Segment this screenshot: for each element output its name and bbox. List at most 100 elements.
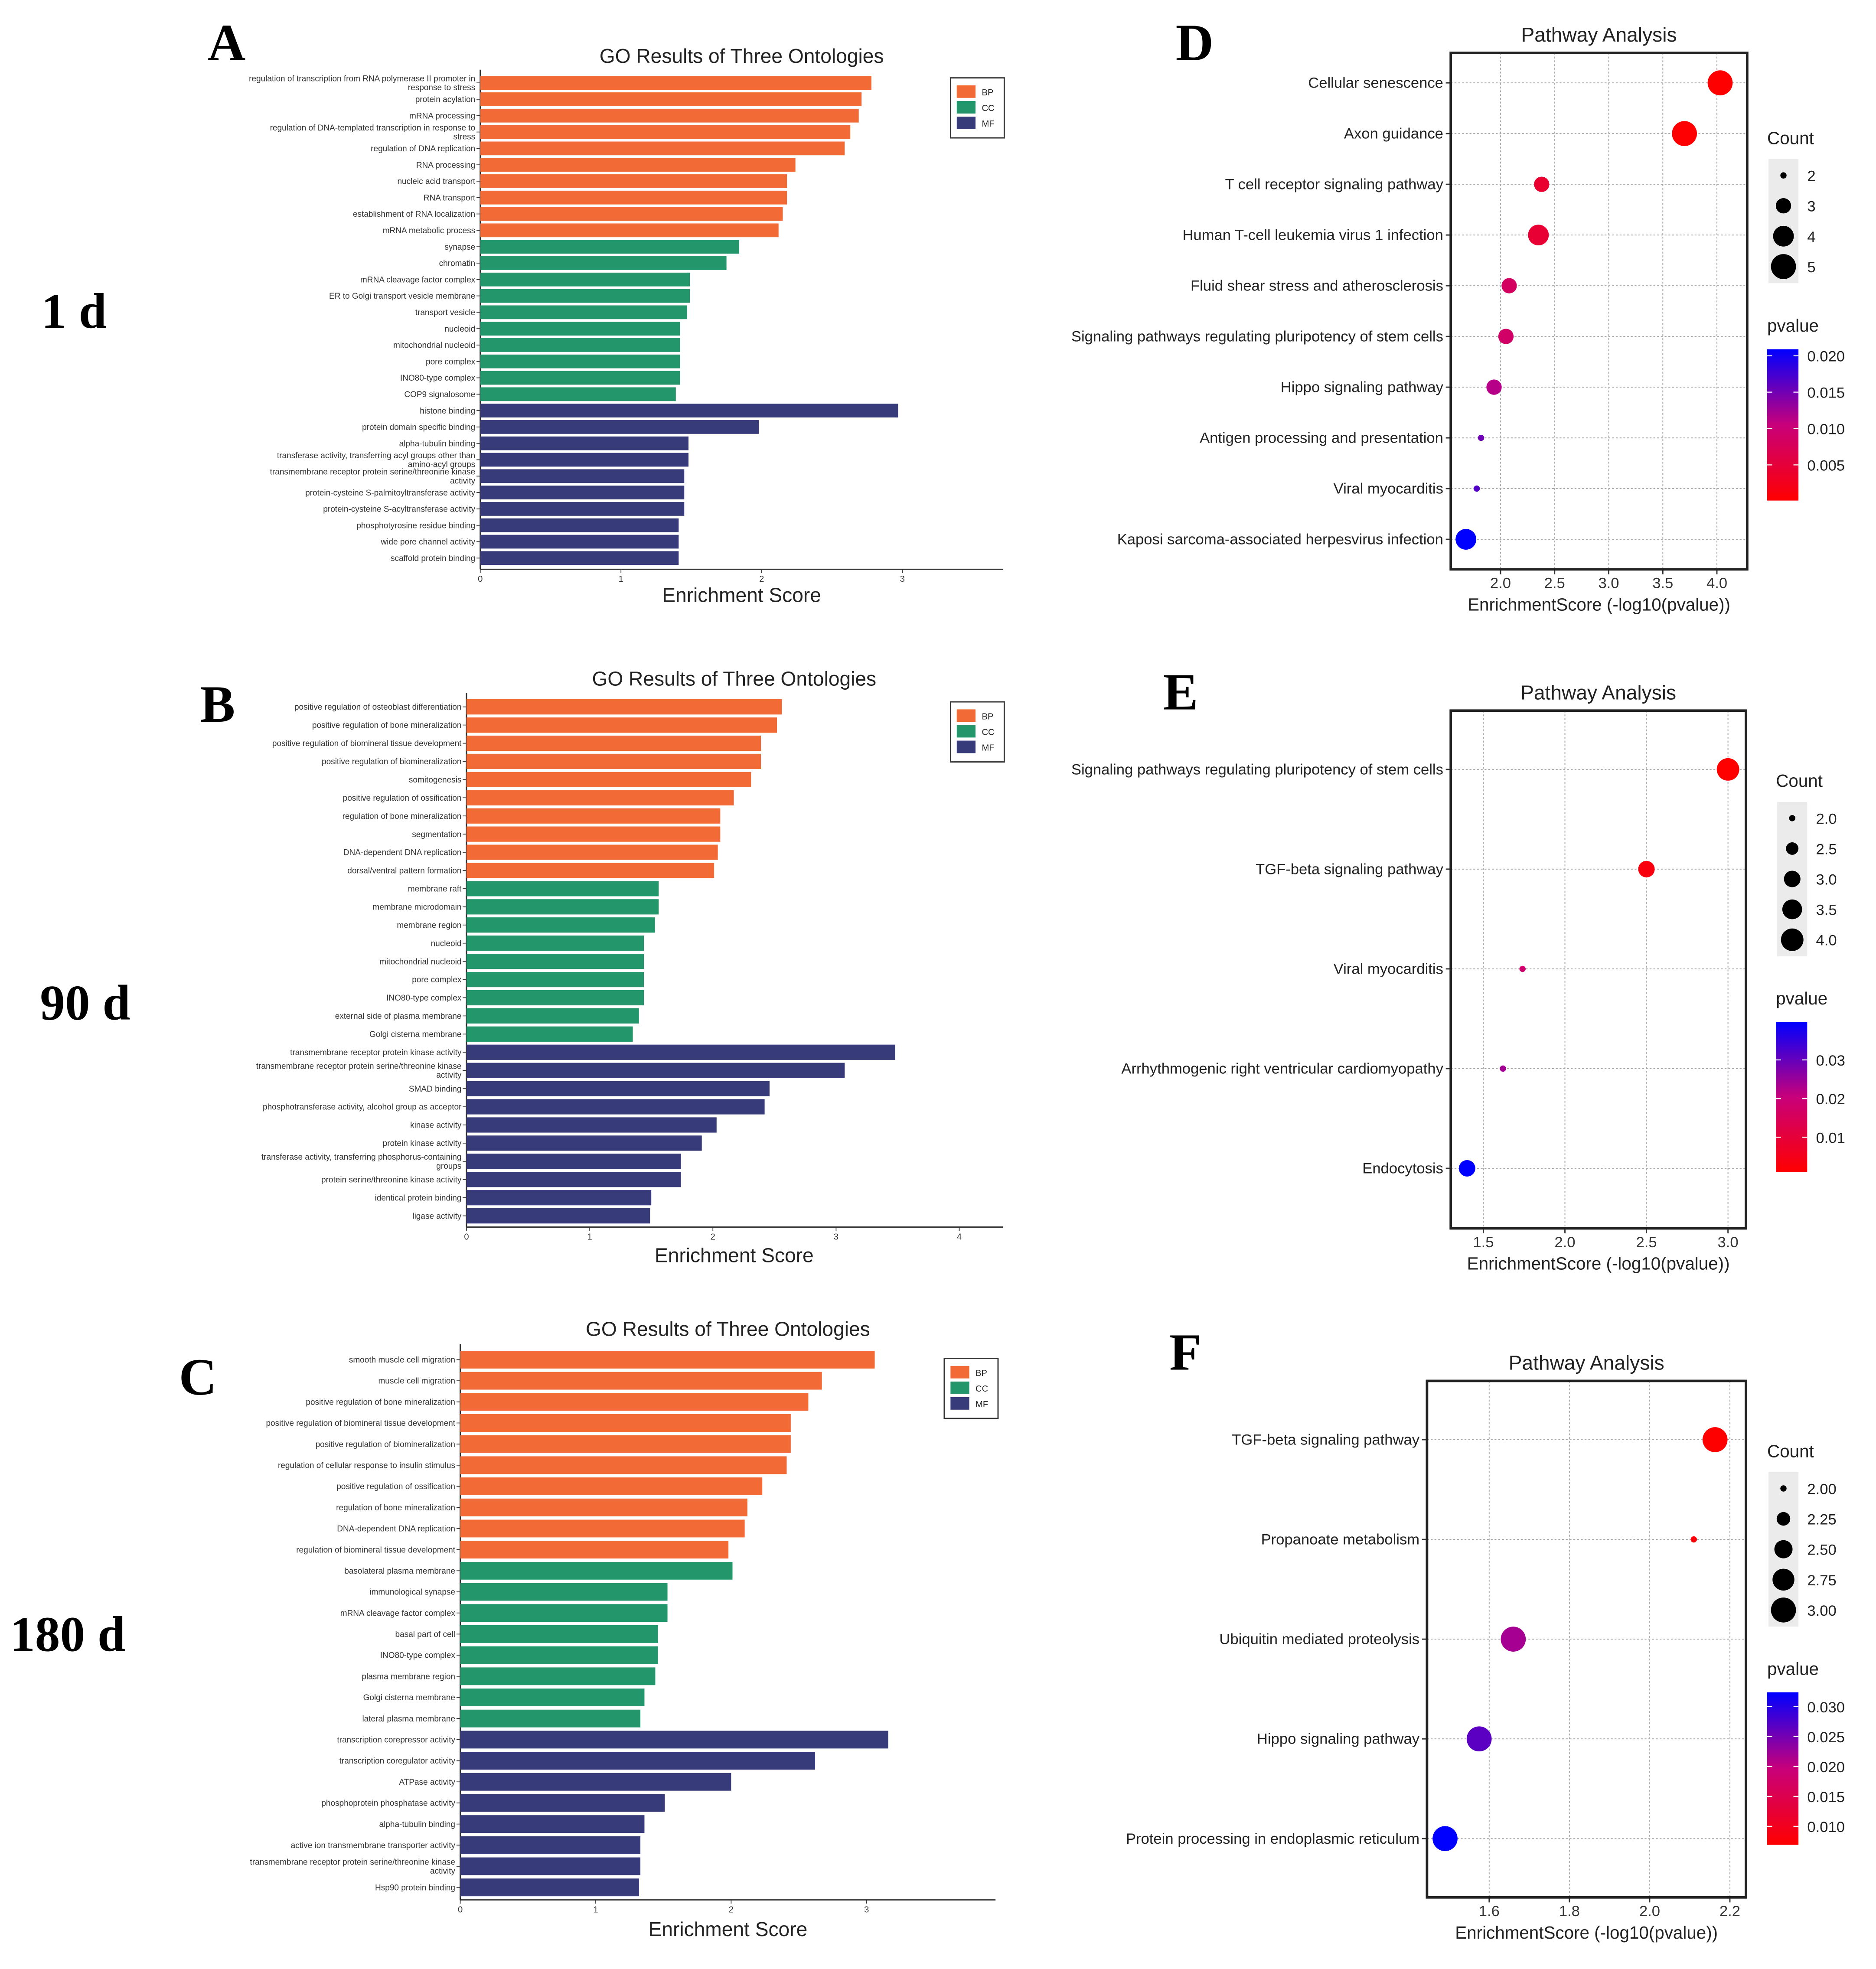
bar-bp [460, 1372, 822, 1390]
legend-swatch-cc [950, 1381, 969, 1394]
category-label: regulation of cellular response to insul… [278, 1461, 455, 1470]
x-tick-label: 2 [711, 1232, 715, 1242]
x-tick-label: 3 [834, 1232, 838, 1242]
category-label-line: protein serine/threonine kinase activity [321, 1175, 462, 1184]
pathway-label: Kaposi sarcoma-associated herpesvirus in… [1117, 531, 1443, 548]
bar-bp [480, 207, 783, 221]
bar-mf [460, 1836, 641, 1854]
category-label: lateral plasma membrane [362, 1715, 455, 1724]
category-label-line: activity [450, 476, 476, 486]
x-tick-label: 0 [478, 574, 483, 584]
category-label-line: regulation of DNA replication [371, 144, 475, 153]
category-label: protein-cysteine S-acyltransferase activ… [323, 505, 475, 514]
x-tick-label: 3.5 [1652, 575, 1673, 592]
category-label-line: nucleoid [431, 939, 462, 948]
x-tick-label: 1 [593, 1905, 598, 1914]
category-label-line: mRNA cleavage factor complex [340, 1609, 456, 1618]
category-label: positive regulation of ossification [343, 794, 462, 803]
x-tick-label: 0 [458, 1905, 463, 1914]
data-point [1473, 485, 1480, 492]
pvalue-legend-label: 0.020 [1807, 1759, 1845, 1776]
category-label-line: Golgi cisterna membrane [363, 1693, 455, 1702]
x-tick-label: 2 [729, 1905, 734, 1914]
category-label: nucleoid [444, 325, 475, 334]
data-point [1672, 121, 1697, 146]
category-label: regulation of bone mineralization [343, 812, 462, 821]
x-axis-label: Enrichment Score [662, 584, 821, 606]
category-label-line: COP9 signalosome [404, 390, 475, 399]
category-label: chromatin [439, 259, 476, 268]
pathway-label: Arrhythmogenic right ventricular cardiom… [1121, 1061, 1443, 1077]
category-label-line: INO80-type complex [380, 1651, 456, 1660]
category-label-line: membrane microdomain [372, 903, 461, 912]
data-point [1702, 1427, 1728, 1452]
count-legend-dot [1780, 172, 1787, 179]
category-label-line: positive regulation of bone mineralizati… [312, 721, 462, 730]
category-label: mitochondrial nucleoid [379, 957, 461, 966]
category-label-line: protein kinase activity [383, 1139, 462, 1148]
category-label-line: INO80-type complex [400, 374, 476, 383]
category-label: identical protein binding [375, 1193, 462, 1203]
bar-bp [466, 863, 715, 878]
category-label: pore complex [426, 357, 476, 366]
legend-label-cc: CC [982, 104, 994, 113]
bar-mf [460, 1815, 645, 1833]
category-label-line: chromatin [439, 259, 476, 268]
pvalue-legend-label: 0.015 [1807, 385, 1845, 401]
category-label-line: SMAD binding [409, 1085, 462, 1094]
count-legend-dot [1786, 842, 1799, 855]
bar-bp [480, 76, 871, 90]
category-label-line: transferase activity, transferring phosp… [261, 1153, 462, 1162]
pvalue-legend-label: 0.025 [1807, 1729, 1845, 1746]
category-label-line: basolateral plasma membrane [344, 1567, 455, 1576]
legend-label-mf: MF [976, 1400, 988, 1409]
bar-cc [480, 272, 690, 287]
category-label-line: transmembrane receptor protein serine/th… [270, 468, 476, 477]
category-label: Golgi cisterna membrane [363, 1693, 455, 1702]
category-label-line: RNA processing [416, 161, 475, 170]
category-label-line: response to stress [408, 83, 475, 92]
bar-mf [480, 453, 689, 467]
pvalue-legend-title: pvalue [1767, 316, 1819, 336]
pathway-label: Axon guidance [1344, 126, 1443, 142]
bar-mf [466, 1063, 845, 1078]
category-label: positive regulation of biomineralization [316, 1440, 455, 1449]
pathway-label: TGF-beta signaling pathway [1232, 1432, 1420, 1448]
category-label-line: nucleic acid transport [397, 177, 475, 186]
pvalue-legend-label: 0.020 [1807, 349, 1845, 365]
panel-letter-a: A [208, 14, 245, 72]
legend-swatch-cc [956, 101, 976, 114]
bar-cc [480, 371, 680, 385]
bar-bp [480, 141, 845, 156]
count-legend-label: 3.5 [1816, 902, 1837, 919]
category-label-line: transcription coregulator activity [339, 1757, 456, 1766]
category-label: transferase activity, transferring phosp… [261, 1153, 462, 1171]
x-tick-label: 3.0 [1718, 1234, 1739, 1251]
category-label-line: regulation of transcription from RNA pol… [249, 74, 475, 83]
category-label-line: positive regulation of ossification [336, 1482, 455, 1491]
bar-cc [480, 354, 680, 368]
x-tick-label: 3 [864, 1905, 869, 1914]
category-label: regulation of bone mineralization [336, 1503, 455, 1513]
count-legend-label: 3.00 [1807, 1603, 1836, 1619]
bar-cc [466, 1026, 633, 1042]
legend-label-cc: CC [976, 1384, 988, 1394]
category-label: establishment of RNA localization [353, 210, 475, 219]
category-label-line: mRNA metabolic process [383, 226, 475, 235]
bar-cc [466, 990, 644, 1006]
category-label-line: transmembrane receptor protein kinase ac… [290, 1048, 462, 1057]
time-label-90d: 90 d [40, 975, 130, 1030]
plot-frame [1426, 1379, 1747, 1899]
bar-cc [460, 1562, 733, 1580]
x-tick-label: 4.0 [1706, 575, 1727, 592]
bar-bp [480, 190, 787, 205]
category-label-line: activity [430, 1867, 456, 1876]
bar-cc [466, 881, 659, 896]
category-label-line: membrane region [397, 921, 461, 930]
category-label: transmembrane receptor protein kinase ac… [290, 1048, 462, 1057]
pathway-label: Hippo signaling pathway [1281, 379, 1444, 396]
category-label: Golgi cisterna membrane [369, 1030, 461, 1039]
category-label-line: transferase activity, transferring acyl … [277, 451, 475, 460]
category-label-line: establishment of RNA localization [353, 210, 475, 219]
